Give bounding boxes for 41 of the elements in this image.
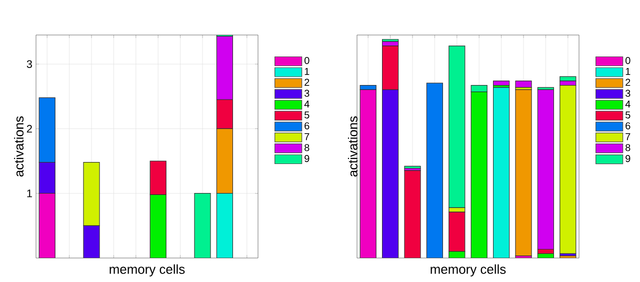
bar <box>515 80 532 88</box>
legend-label: 0 <box>626 57 630 64</box>
bar <box>194 193 211 258</box>
bar <box>448 46 466 208</box>
bar <box>515 89 532 256</box>
x-axis-title: memory cells <box>430 264 506 276</box>
legend-label: 4 <box>304 100 310 108</box>
bar <box>83 225 100 258</box>
y-tick-label: 2 <box>26 124 32 133</box>
y-axis-title: activations <box>348 116 358 177</box>
y-tick-label: 1 <box>27 190 32 198</box>
legend-label: 6 <box>626 122 630 130</box>
legend-label: 4 <box>625 100 630 108</box>
legend-label: 2 <box>304 78 310 86</box>
bar <box>382 46 399 90</box>
legend-label: 9 <box>304 155 310 162</box>
x-axis-title: memory cells <box>110 264 185 276</box>
bar <box>426 82 444 258</box>
bar <box>38 162 56 194</box>
legend-label: 7 <box>304 133 310 140</box>
legend-label: 8 <box>626 144 630 152</box>
legend-label: 7 <box>626 133 630 140</box>
y-axis-title: activations <box>14 116 24 177</box>
bar <box>382 89 399 258</box>
bar <box>448 212 466 252</box>
bar <box>360 89 376 258</box>
legend-label: 5 <box>304 111 310 118</box>
y-tick-label: 3 <box>26 60 32 68</box>
legend-label: 8 <box>304 144 310 152</box>
legend-label: 1 <box>304 68 310 75</box>
bar <box>404 170 421 258</box>
legend-label: 5 <box>626 111 630 118</box>
bar <box>560 76 576 82</box>
legend-label: 1 <box>626 68 630 75</box>
legend-label: 3 <box>625 90 630 97</box>
legend-label: 6 <box>304 122 310 130</box>
legend-label: 9 <box>626 155 630 162</box>
legend-label: 3 <box>304 90 310 97</box>
bar <box>470 92 488 258</box>
legend-label: 2 <box>626 78 630 86</box>
legend-label: 0 <box>304 57 310 64</box>
